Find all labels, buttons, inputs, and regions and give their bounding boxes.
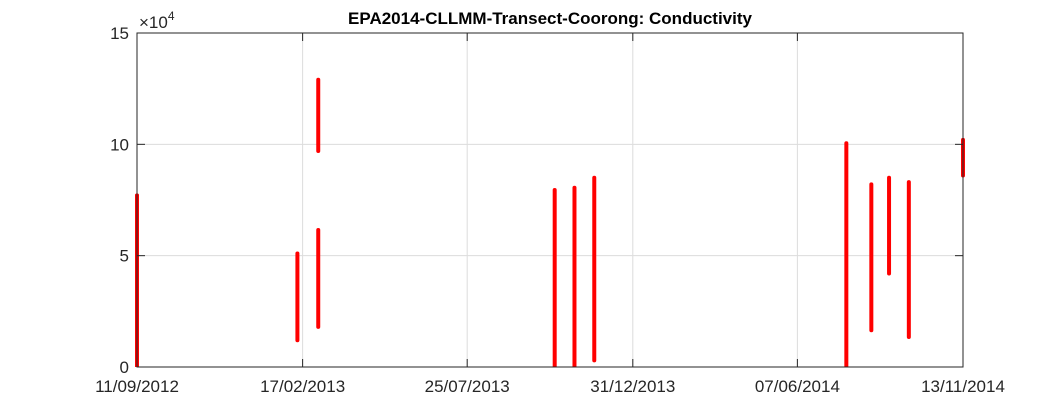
- x-tick-label: 17/02/2013: [260, 377, 345, 396]
- chart-title: EPA2014-CLLMM-Transect-Coorong: Conducti…: [348, 9, 752, 28]
- y-axis-exponent-power: 4: [168, 9, 175, 23]
- plot-area: [137, 33, 963, 367]
- x-tick-label: 25/07/2013: [425, 377, 510, 396]
- label-layer: 11/09/2012 17/02/2013 25/07/2013 31/12/2013…: [95, 24, 1005, 396]
- plot-frame: [136, 32, 964, 368]
- x-tick-label: 31/12/2013: [590, 377, 675, 396]
- y-tick-label: 15: [110, 24, 129, 43]
- x-tick-label: 07/06/2014: [755, 377, 840, 396]
- y-axis-exponent: ×104: [139, 9, 175, 32]
- x-tick-label: 13/11/2014: [921, 377, 1005, 396]
- tick-layer: [136, 32, 964, 368]
- y-tick-label: 0: [120, 358, 129, 377]
- y-axis-exponent-base: ×10: [139, 13, 168, 32]
- x-tick-label: 11/09/2012: [95, 377, 179, 396]
- y-tick-label: 5: [120, 247, 129, 266]
- y-tick-label: 10: [110, 135, 129, 154]
